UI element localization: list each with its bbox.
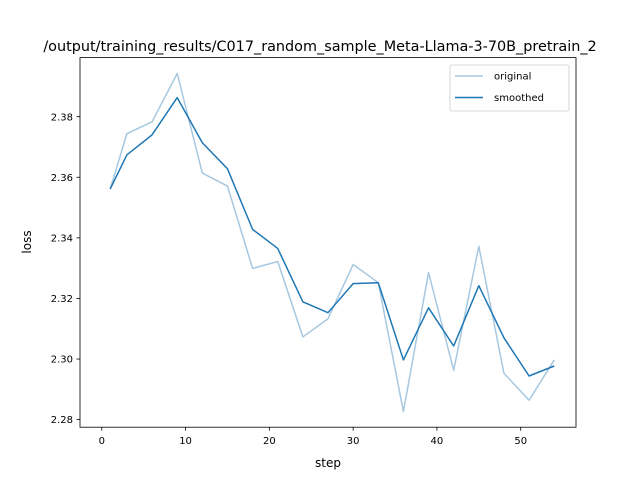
- plot-area: 0 10 20 30 40 50 2.28 2.30 2.32 2.34 2.36 2.38: [51, 72, 555, 447]
- x-tick-label: 0: [99, 436, 105, 447]
- y-tick-label: 2.30: [51, 355, 73, 366]
- series-line-smoothed: [109, 96, 555, 377]
- x-tick-label: 20: [263, 436, 276, 447]
- legend-label-original: original: [494, 72, 531, 83]
- x-tick-label: 50: [514, 436, 527, 447]
- x-tick-label: 10: [179, 436, 192, 447]
- chart-title: /output/training_results/C017_random_sam…: [43, 39, 596, 55]
- y-tick-label: 2.32: [51, 294, 73, 305]
- axes-frame: [79, 57, 577, 428]
- y-axis-label: loss: [20, 230, 34, 253]
- x-tick-label: 40: [431, 436, 444, 447]
- y-tick-label: 2.36: [51, 173, 73, 184]
- legend-label-smoothed: smoothed: [494, 93, 544, 104]
- legend: original smoothed: [449, 64, 570, 112]
- x-tick-label: 30: [347, 436, 360, 447]
- y-tick-label: 2.28: [51, 415, 73, 426]
- series-line-original: [109, 72, 555, 413]
- y-tick-label: 2.34: [51, 233, 73, 244]
- x-axis-label: step: [315, 456, 341, 470]
- y-tick-label: 2.38: [51, 112, 73, 123]
